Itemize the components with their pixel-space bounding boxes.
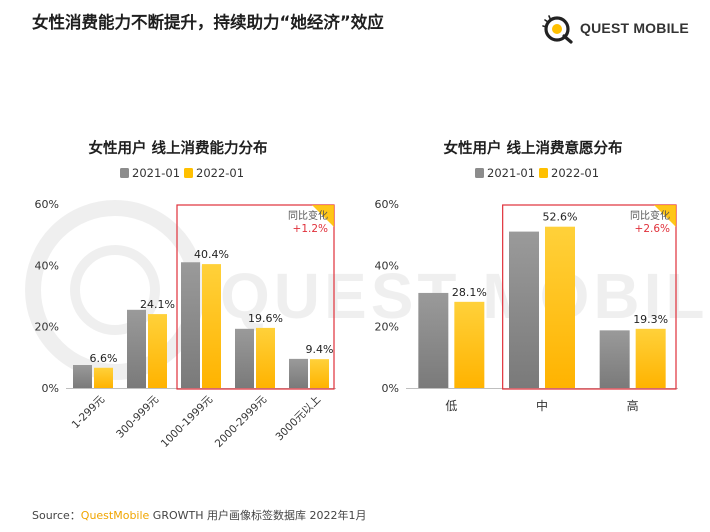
source-prefix: Source：	[32, 509, 81, 522]
legend-label-2021-01: 2021-01	[487, 166, 535, 180]
data-label: 19.6%	[248, 312, 283, 325]
chart-2: 女性用户 线上消费意愿分布 2021-01 2022-01 0% 20% 40% 60% 同比…	[375, 139, 678, 413]
y-tick-label: 0%	[42, 382, 59, 395]
x-tick-label: 1-299元	[70, 393, 108, 431]
legend-label-2022-01: 2022-01	[551, 166, 599, 180]
legend-label-2021-01: 2021-01	[132, 166, 180, 180]
y-tick-label: 60%	[375, 198, 399, 211]
bar-2022-01-2	[148, 314, 167, 388]
data-label: 19.3%	[633, 313, 668, 326]
change-value: +1.2%	[293, 223, 328, 235]
bar-2022-01-3	[202, 264, 221, 388]
change-label: 同比变化	[630, 209, 670, 222]
bar-2021-01-1	[73, 365, 92, 388]
data-label: 40.4%	[194, 248, 229, 261]
source-rest: GROWTH 用户画像标签数据库 2022年1月	[149, 509, 367, 522]
legend-label-2022-01: 2022-01	[196, 166, 244, 180]
bar-2021-01-2	[509, 231, 539, 388]
bar-2022-01-1	[454, 301, 485, 388]
x-tick-label: 高	[627, 398, 639, 413]
y-tick-label: 60%	[35, 198, 59, 211]
y-tick-label: 20%	[35, 321, 59, 334]
questmobile-logo-icon	[542, 15, 573, 44]
chart-title: 女性用户 线上消费意愿分布	[443, 139, 622, 157]
y-tick-label: 0%	[382, 382, 399, 395]
highlight-corner	[654, 205, 676, 227]
bar-2022-01-2	[545, 226, 575, 388]
data-label: 24.1%	[140, 298, 175, 311]
x-tick-label: 低	[445, 399, 457, 413]
x-tick-label: 中	[536, 398, 548, 413]
x-tick-label: 3000元以上	[273, 394, 323, 444]
chart-legend: 2021-01 2022-01	[120, 166, 244, 180]
bar-2021-01-1	[418, 292, 449, 388]
bar-2022-01-5	[310, 359, 329, 388]
chart-1: 女性用户 线上消费能力分布 2021-01 2022-01 0% 20% 40% 60% 同比…	[35, 139, 336, 450]
bar-2022-01-1	[94, 367, 113, 388]
legend-swatch-2021-01	[120, 168, 129, 178]
highlight-box	[502, 204, 677, 390]
bar-2021-01-4	[235, 328, 254, 388]
highlight-corner	[312, 205, 334, 227]
x-tick-label: 1000-1999元	[159, 393, 216, 450]
highlight-box	[176, 204, 335, 390]
bar-2021-01-3	[599, 330, 630, 388]
bar-2021-01-3	[181, 262, 200, 388]
legend-swatch-2022-01	[184, 168, 193, 178]
y-tick-label: 40%	[375, 259, 399, 272]
source-brand: QuestMobile	[80, 509, 150, 522]
bar-2021-01-5	[289, 358, 308, 388]
data-label: 9.4%	[306, 343, 334, 356]
y-tick-label: 20%	[375, 321, 399, 334]
data-label: 6.6%	[90, 352, 118, 365]
change-value: +2.6%	[635, 223, 670, 235]
y-tick-label: 40%	[35, 259, 59, 272]
data-label: 52.6%	[543, 211, 578, 224]
change-label: 同比变化	[288, 209, 328, 222]
legend-swatch-2021-01	[475, 168, 484, 178]
chart-title: 女性用户 线上消费能力分布	[88, 139, 267, 157]
legend-swatch-2022-01	[539, 168, 548, 178]
brand-name: QUEST MOBILE	[580, 20, 689, 36]
data-label: 28.1%	[452, 286, 487, 299]
x-tick-label: 2000-2999元	[213, 393, 270, 450]
source-note: Source：QuestMobile GROWTH 用户画像标签数据库 2022…	[32, 507, 367, 523]
bar-2022-01-3	[635, 328, 666, 388]
chart-legend: 2021-01 2022-01	[475, 166, 599, 180]
bar-2021-01-2	[127, 309, 146, 388]
brand-logo: QUEST MOBILE	[540, 13, 690, 45]
page-title: 女性消费能力不断提升，持续助力“她经济”效应	[32, 13, 384, 32]
bar-2022-01-4	[256, 327, 275, 388]
x-tick-label: 300-999元	[114, 393, 161, 440]
